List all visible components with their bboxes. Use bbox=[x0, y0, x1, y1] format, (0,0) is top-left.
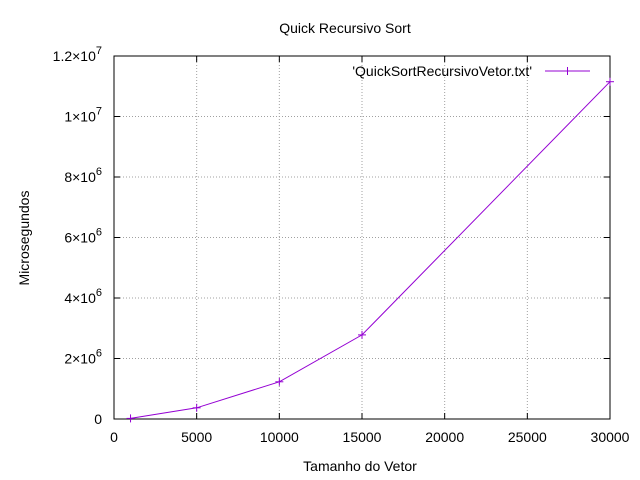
x-tick-label: 15000 bbox=[343, 429, 382, 445]
axis-ticks bbox=[113, 55, 611, 420]
y-tick-labels: 0 2×106 4×106 6×106 8×106 1×107 1.2×107 bbox=[53, 45, 103, 427]
chart-title: Quick Recursivo Sort bbox=[279, 20, 411, 36]
y-tick-label: 1×107 bbox=[64, 106, 102, 125]
x-tick-label: 5000 bbox=[181, 429, 212, 445]
x-tick-label: 20000 bbox=[425, 429, 464, 445]
y-tick-exponent: 7 bbox=[96, 106, 102, 118]
y-axis-label: Microsegundos bbox=[16, 191, 32, 286]
legend-label: 'QuickSortRecursivoVetor.txt' bbox=[352, 63, 532, 79]
x-tick-label: 10000 bbox=[260, 429, 299, 445]
x-tick-label: 25000 bbox=[508, 429, 547, 445]
y-tick-label: 8×106 bbox=[64, 166, 102, 185]
legend: 'QuickSortRecursivoVetor.txt' bbox=[352, 63, 590, 79]
data-point bbox=[275, 377, 284, 386]
x-axis-label: Tamanho do Vetor bbox=[303, 458, 417, 474]
series-layer bbox=[126, 77, 614, 423]
x-tick-label: 30000 bbox=[591, 429, 630, 445]
series-line bbox=[130, 81, 611, 419]
data-point bbox=[358, 330, 366, 339]
y-tick-label: 1.2×107 bbox=[53, 45, 102, 64]
x-tick-label: 0 bbox=[110, 429, 118, 445]
data-point bbox=[192, 403, 201, 412]
y-tick-exponent: 6 bbox=[96, 227, 102, 239]
y-tick-label: 0 bbox=[94, 411, 102, 427]
y-tick-label: 2×106 bbox=[64, 348, 102, 367]
y-tick-exponent: 6 bbox=[96, 348, 102, 360]
y-tick-exponent: 6 bbox=[96, 287, 102, 299]
data-point bbox=[606, 77, 614, 86]
data-point bbox=[126, 414, 135, 423]
grid bbox=[114, 56, 610, 419]
y-tick-exponent: 6 bbox=[96, 166, 102, 178]
y-tick-label: 6×106 bbox=[64, 227, 102, 246]
x-tick-labels: 0 5000 10000 15000 20000 25000 30000 bbox=[110, 429, 630, 445]
y-tick-exponent: 7 bbox=[96, 45, 102, 57]
y-tick-label: 4×106 bbox=[64, 287, 102, 306]
